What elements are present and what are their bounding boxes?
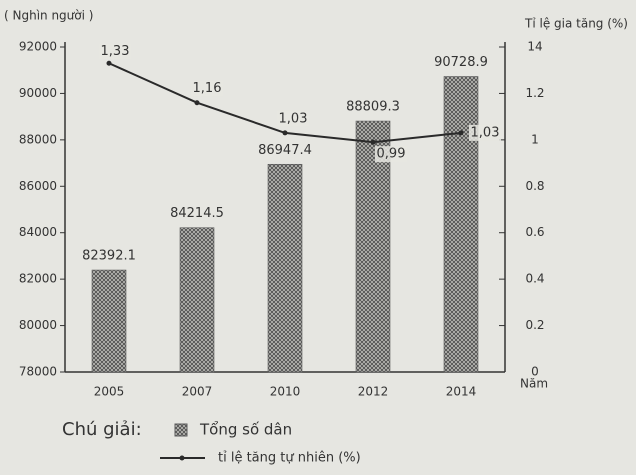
y-tick-label: 86000: [19, 179, 57, 193]
x-axis-title: Năm: [520, 377, 548, 391]
legend-title: Chú giải:: [62, 419, 142, 440]
y-tick-label: 80000: [19, 318, 57, 332]
bar-value-label: 84214.5: [170, 206, 224, 221]
line-value-label: 1,03: [471, 125, 500, 140]
bar-value-label: 86947.4: [258, 143, 312, 158]
bar: [355, 120, 391, 373]
line-value-label: 0,99: [377, 147, 406, 162]
bar-value-label: 88809.3: [346, 100, 400, 115]
y-tick-label: 90000: [19, 86, 57, 100]
bar: [91, 269, 127, 373]
line-marker: [282, 130, 288, 136]
y-tick-label: 78000: [19, 365, 57, 379]
y-tick-label: 92000: [19, 40, 57, 54]
bar: [179, 227, 215, 373]
y2-tick-label: 0.4: [525, 272, 544, 286]
label-bg: [99, 43, 131, 60]
line-value-label: 1,33: [101, 44, 130, 59]
y2-tick-label: 0.2: [525, 318, 544, 332]
line-marker: [194, 100, 200, 106]
y2-tick-label: 0.6: [525, 225, 544, 239]
x-tick-label: 2010: [270, 385, 301, 399]
y2-axis-title: Tỉ lệ gia tăng (%): [524, 17, 628, 31]
y2-tick-label: 0.8: [525, 179, 544, 193]
y2-tick-label: 1.2: [525, 86, 544, 100]
y-tick-label: 84000: [19, 225, 57, 239]
legend-swatch: [174, 423, 188, 437]
line-marker: [106, 60, 112, 66]
x-tick-label: 2012: [358, 385, 389, 399]
bar-value-label: 90728.9: [434, 55, 488, 70]
y2-tick-label: 14: [527, 40, 542, 54]
line-value-label: 1,03: [279, 111, 308, 126]
x-tick-label: 2005: [94, 385, 125, 399]
y-tick-label: 82000: [19, 272, 57, 286]
y-axis-title: ( Nghìn người ): [4, 9, 93, 23]
legend-label: Tổng số dân: [199, 421, 292, 439]
bar-value-label: 82392.1: [82, 249, 136, 264]
line-marker: [370, 139, 376, 145]
y-tick-label: 88000: [19, 132, 57, 146]
bar: [443, 76, 479, 373]
x-tick-label: 2014: [446, 385, 477, 399]
x-tick-label: 2007: [182, 385, 213, 399]
bar: [267, 163, 303, 373]
legend-label: tỉ lệ tăng tự nhiên (%): [218, 451, 361, 466]
label-bg: [191, 80, 223, 97]
legend-marker: [179, 455, 185, 461]
label-bg: [277, 110, 309, 127]
line-value-label: 1,16: [193, 81, 222, 96]
y2-tick-label: 0: [531, 365, 539, 379]
label-bg: [375, 146, 407, 163]
line-marker: [458, 130, 464, 136]
label-bg: [469, 124, 501, 141]
y2-tick-label: 1: [531, 132, 539, 146]
